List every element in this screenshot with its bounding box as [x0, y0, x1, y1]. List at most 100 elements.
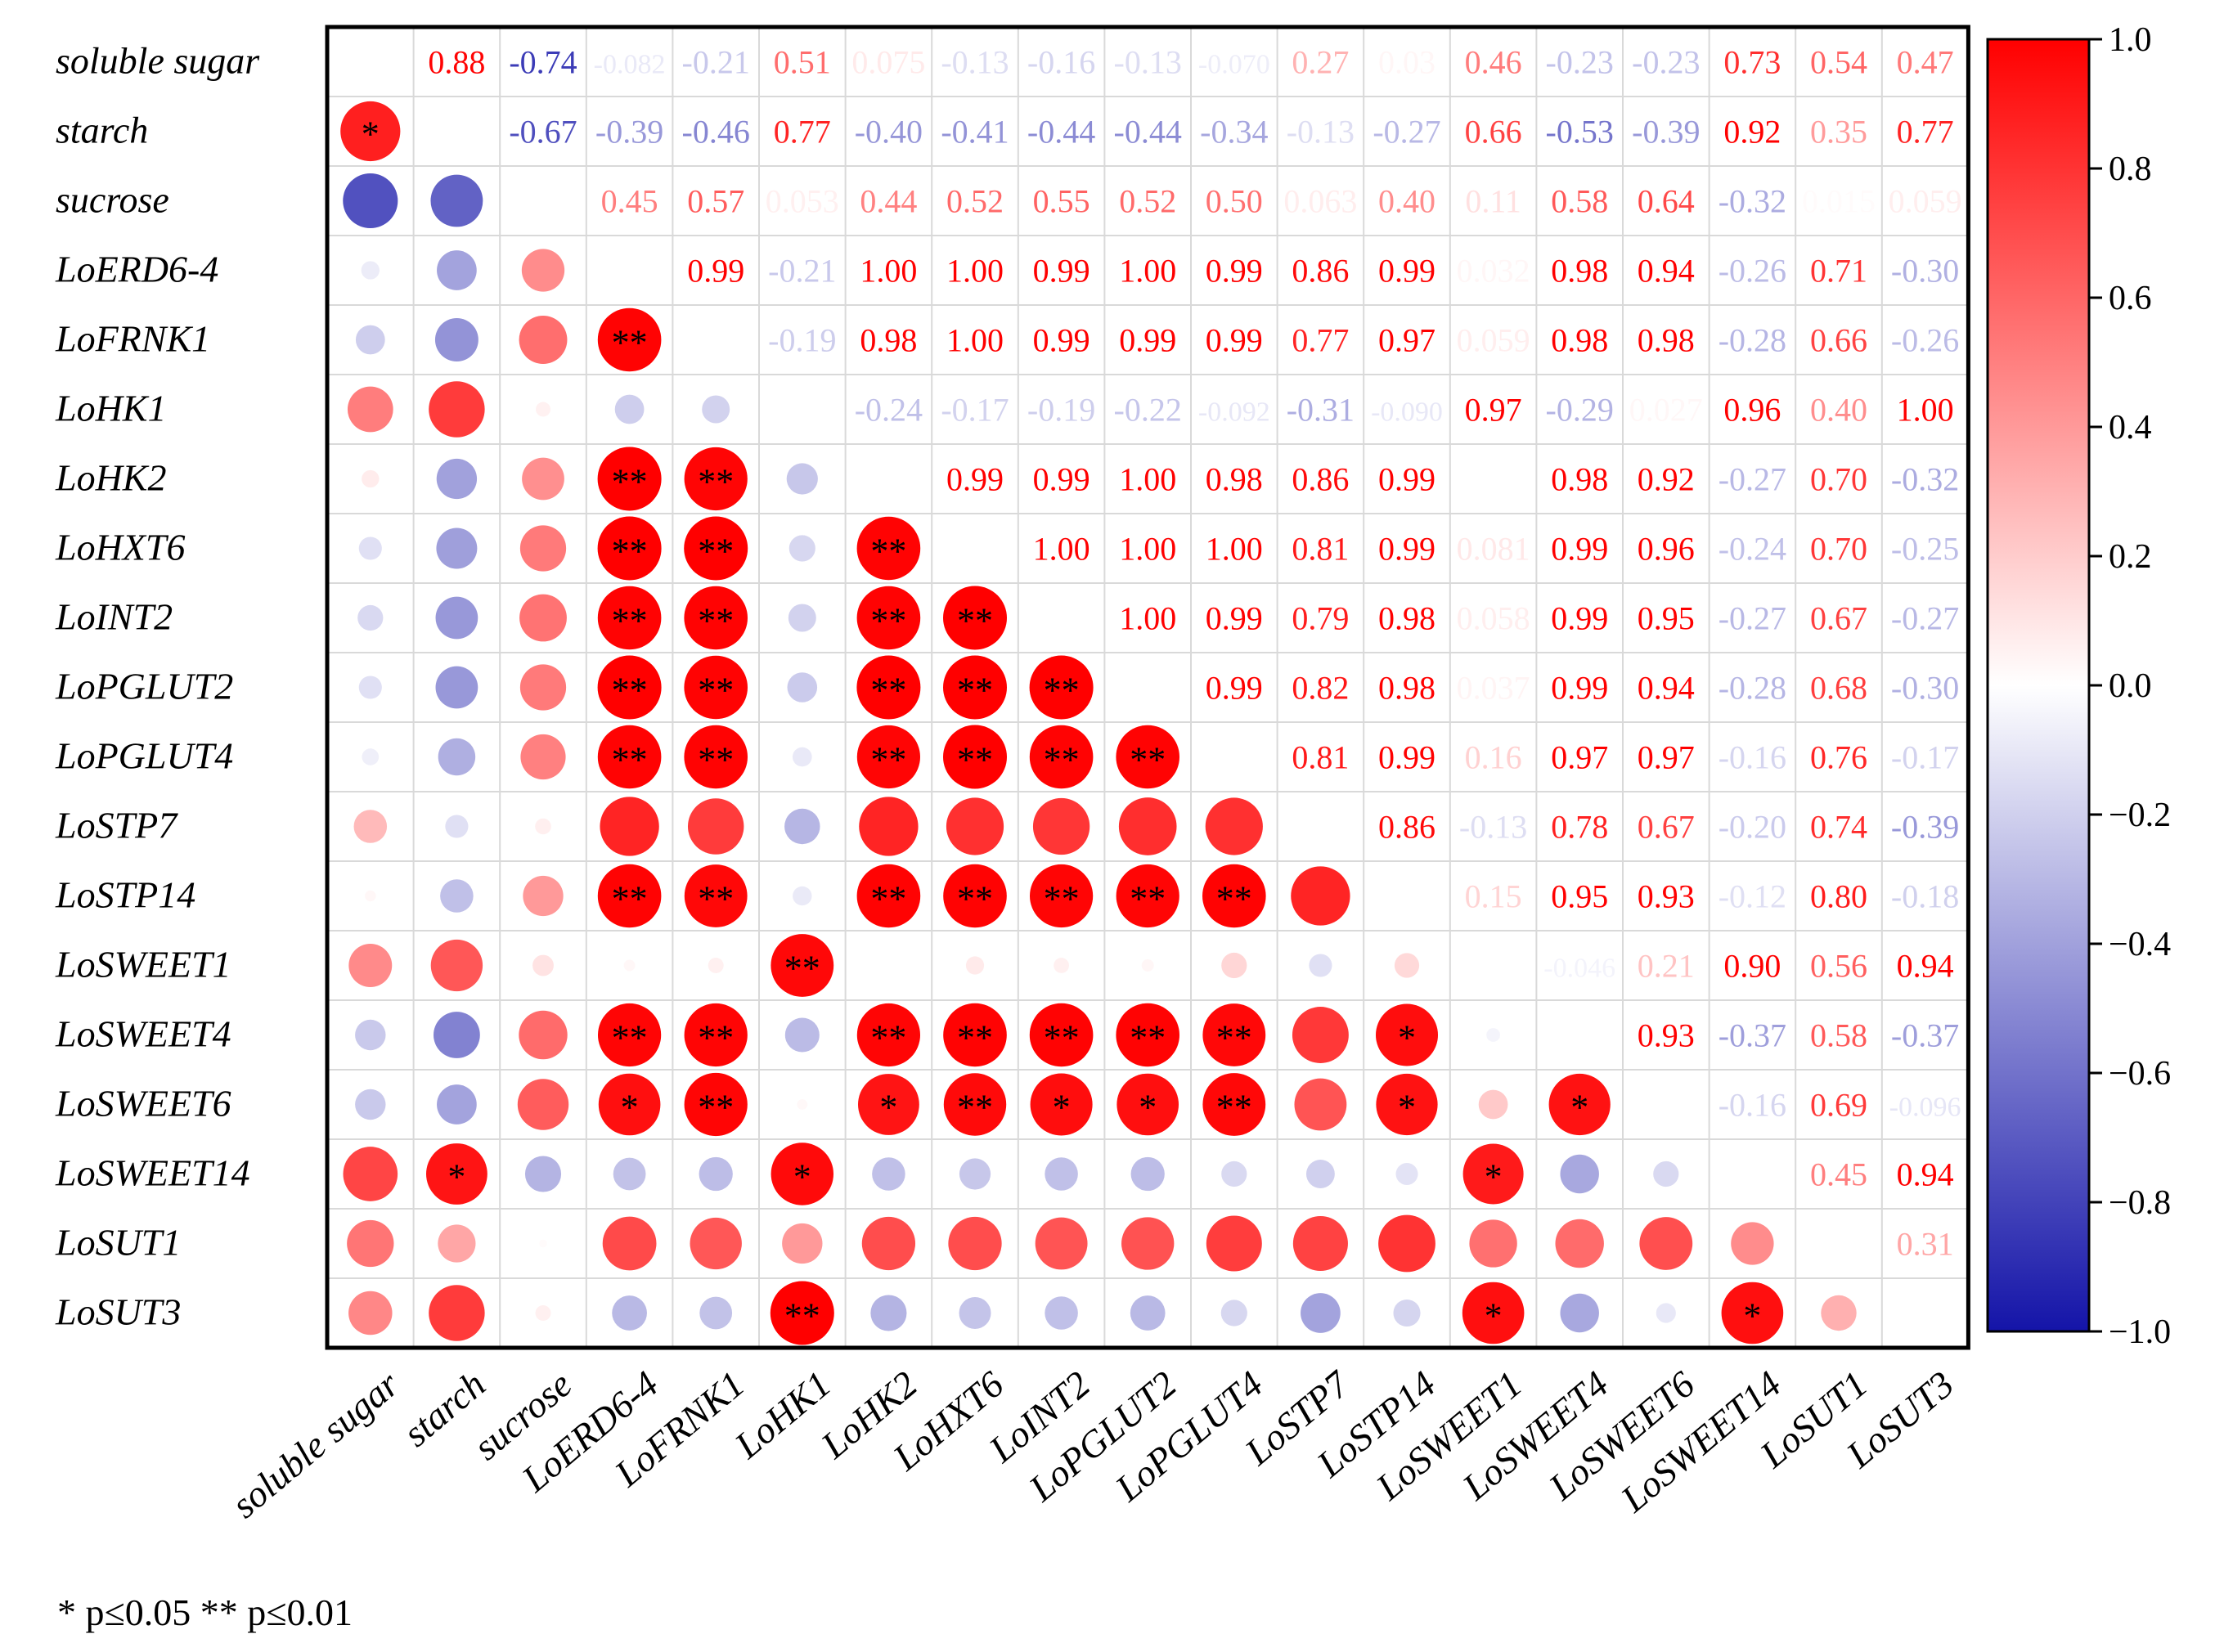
correlation-circle	[943, 655, 1007, 720]
row-label: soluble sugar	[56, 40, 260, 82]
correlation-circle	[861, 1216, 916, 1271]
significance-mark: **	[784, 949, 820, 989]
correlation-circle	[792, 747, 812, 767]
colorbar-tick-label: 0.0	[2109, 667, 2152, 705]
upper-triangle-values: 0.88 -0.74 -0.082 -0.21 0.51 0.075 -0.13 -0.16-…	[428, 44, 1961, 1263]
correlation-circle	[872, 1157, 905, 1191]
correlation-circle	[519, 525, 567, 572]
correlation-circle	[536, 402, 550, 417]
correlation-value: 0.063	[1283, 183, 1357, 220]
correlation-value: -0.27	[1719, 600, 1786, 637]
correlation-circle	[1220, 1300, 1247, 1327]
correlation-value: -0.22	[1114, 392, 1182, 429]
correlation-circle	[535, 1305, 551, 1321]
correlation-value: 1.00	[1897, 392, 1954, 429]
correlation-circle	[520, 734, 566, 780]
row-label: starch	[56, 110, 148, 151]
plot-frame	[325, 25, 1970, 1350]
correlation-value: 0.98	[1551, 461, 1608, 498]
correlation-value: -0.13	[1287, 114, 1355, 150]
correlation-value: -0.67	[509, 114, 577, 150]
correlation-value: 0.059	[1457, 322, 1530, 359]
correlation-circle	[959, 1158, 991, 1190]
correlation-circle	[699, 1156, 733, 1192]
correlation-circle	[348, 1291, 393, 1336]
correlation-circle	[1548, 1073, 1611, 1136]
correlation-value: 0.70	[1810, 461, 1867, 498]
correlation-circle	[1478, 1089, 1508, 1120]
correlation-value: -0.16	[1027, 44, 1095, 81]
correlation-circle	[532, 954, 554, 976]
correlation-circle	[597, 586, 662, 650]
correlation-value: 0.15	[1465, 878, 1522, 915]
correlation-circle	[1116, 725, 1180, 789]
correlation-circle	[943, 586, 1007, 650]
correlation-value: 0.92	[1638, 461, 1695, 498]
significance-mark: **	[957, 671, 993, 711]
significance-mark: **	[1130, 879, 1166, 919]
significance-mark: **	[1130, 740, 1166, 780]
correlation-value: 0.93	[1638, 1017, 1695, 1054]
correlation-circle	[1221, 952, 1247, 979]
correlation-value: -0.37	[1891, 1017, 1959, 1054]
colorbar-tick-label: −0.6	[2109, 1055, 2171, 1093]
correlation-circle	[1030, 1073, 1093, 1136]
correlation-value: 0.99	[1206, 253, 1263, 290]
correlation-circle	[886, 963, 892, 968]
correlation-value: 0.82	[1292, 670, 1349, 707]
correlation-value: 0.92	[1723, 114, 1781, 150]
correlation-circle	[948, 1216, 1002, 1271]
correlation-circle	[438, 738, 476, 776]
correlation-circle	[438, 1224, 476, 1263]
correlation-circle	[1462, 1282, 1525, 1344]
correlation-value: -0.44	[1027, 114, 1095, 150]
correlation-circle	[519, 594, 567, 642]
correlation-circle	[1375, 1003, 1439, 1066]
correlation-circle	[1395, 1162, 1418, 1186]
significance-mark: **	[612, 1018, 648, 1058]
significance-mark: **	[870, 601, 906, 641]
significance-mark: *	[1485, 1296, 1503, 1336]
correlation-circle	[1309, 954, 1332, 977]
significance-mark: *	[879, 1088, 897, 1128]
significance-mark: **	[957, 740, 993, 780]
correlation-value: -0.37	[1719, 1017, 1786, 1054]
correlation-circle	[597, 447, 662, 511]
correlation-circle	[771, 1142, 834, 1205]
correlation-value: 0.78	[1551, 809, 1608, 846]
significance-footnote: * p≤0.05 ** p≤0.01	[57, 1591, 353, 1633]
correlation-value: 0.88	[428, 44, 485, 81]
significance-mark: **	[698, 879, 734, 919]
correlation-value: 0.76	[1810, 739, 1867, 776]
correlation-value: 0.47	[1897, 44, 1954, 81]
correlation-value: 0.50	[1206, 183, 1263, 220]
correlation-value: -0.34	[1200, 114, 1268, 150]
correlation-value: 0.053	[766, 183, 839, 220]
correlation-value: -0.27	[1891, 600, 1959, 637]
significance-mark: *	[1485, 1157, 1503, 1197]
correlation-value: 0.86	[1292, 461, 1349, 498]
significance-mark: **	[1044, 671, 1080, 711]
correlation-circle	[1560, 1293, 1599, 1333]
correlation-value: 0.57	[687, 183, 744, 220]
column-label: soluble sugar	[224, 1362, 408, 1526]
correlation-value: -0.070	[1198, 50, 1270, 80]
correlation-value: -0.18	[1891, 878, 1959, 915]
correlation-value: -0.082	[594, 50, 666, 80]
correlation-value: 0.95	[1551, 878, 1608, 915]
correlation-circle	[434, 318, 478, 361]
significance-mark: *	[1053, 1088, 1071, 1128]
significance-mark: *	[1570, 1088, 1588, 1128]
correlation-value: -0.74	[509, 44, 577, 81]
significance-mark: **	[1044, 740, 1080, 780]
correlation-circle	[522, 457, 564, 501]
correlation-value: -0.53	[1546, 114, 1614, 150]
correlation-circle	[1821, 1295, 1857, 1331]
significance-mark: **	[870, 740, 906, 780]
correlation-value: -0.21	[768, 253, 836, 290]
correlation-circle	[1376, 1073, 1438, 1136]
correlation-value: -0.32	[1891, 461, 1959, 498]
row-label: LoFRNK1	[55, 318, 210, 360]
significance-mark: **	[698, 462, 734, 502]
